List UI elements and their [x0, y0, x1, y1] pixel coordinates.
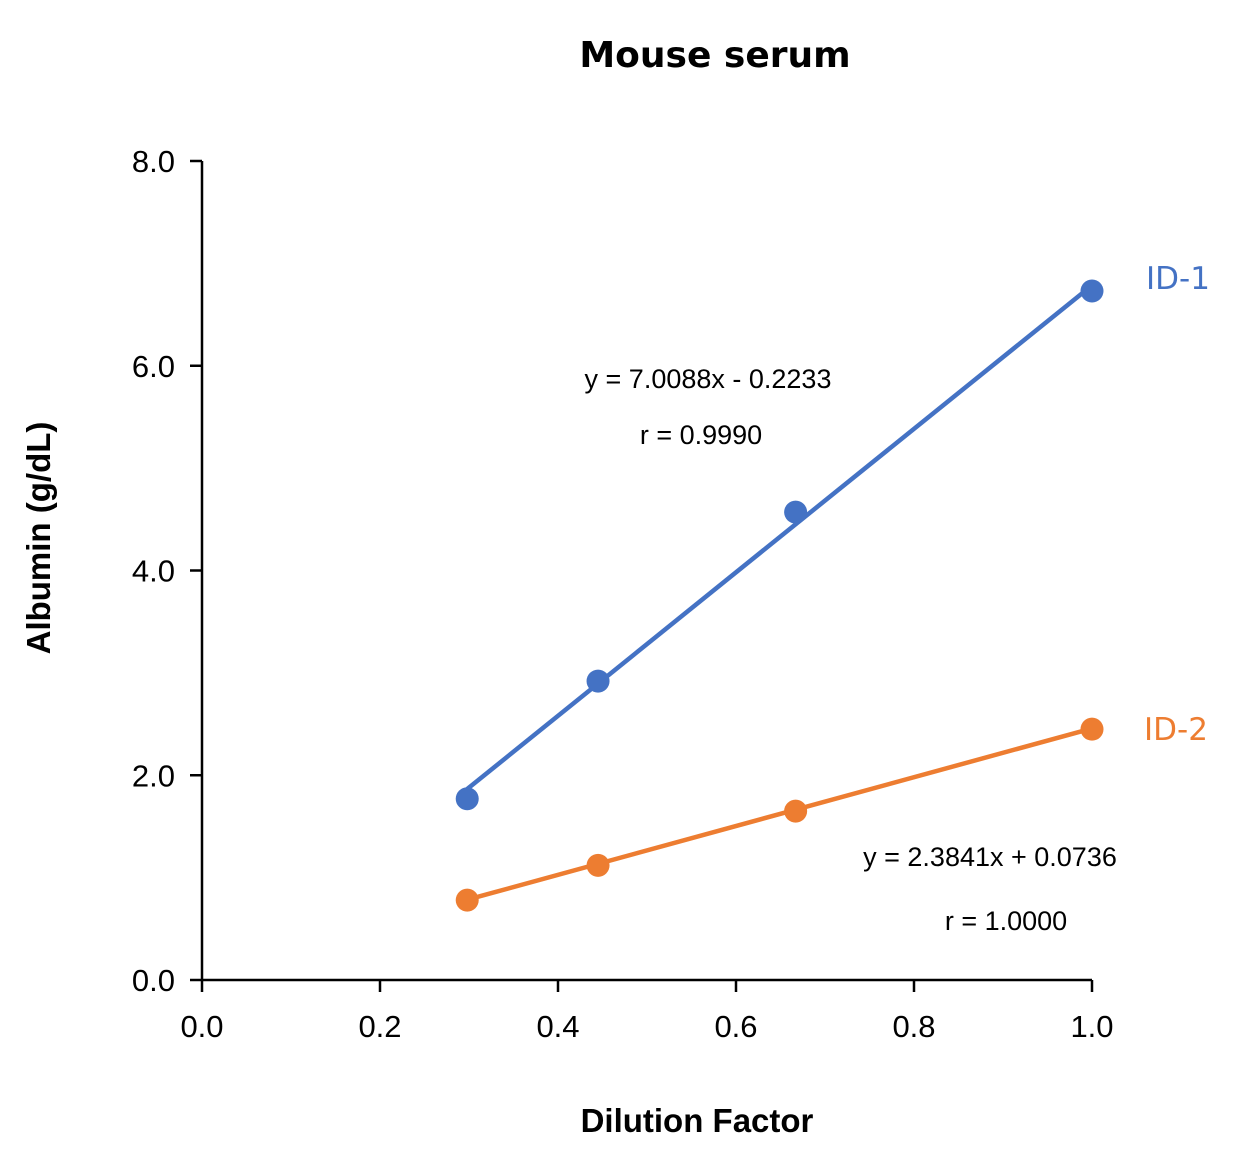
series-id-1 [455, 279, 1104, 811]
x-tick-label: 0.6 [714, 1009, 757, 1044]
y-tick-label: 2.0 [132, 758, 175, 793]
x-tick-label: 0.0 [180, 1009, 223, 1044]
data-point [586, 669, 610, 693]
y-tick-label: 4.0 [132, 554, 175, 589]
x-tick-label: 0.4 [536, 1009, 579, 1044]
data-point [784, 500, 808, 524]
equation-id2: y = 2.3841x + 0.0736 [863, 842, 1117, 872]
chart-title: Mouse serum [579, 35, 850, 76]
y-axis-label: Albumin (g/dL) [20, 422, 57, 655]
series-label-id2: ID-2 [1144, 712, 1208, 748]
data-point [586, 853, 610, 877]
trendline-id-1 [465, 283, 1094, 791]
trendline-id-2 [466, 726, 1093, 902]
series-layer [455, 279, 1104, 912]
series-label-id1: ID-1 [1146, 261, 1210, 297]
y-tick-label: 8.0 [132, 144, 175, 179]
x-tick-label: 1.0 [1070, 1009, 1113, 1044]
y-tick-label: 6.0 [132, 349, 175, 384]
data-point [455, 787, 479, 811]
y-tick-label: 0.0 [132, 963, 175, 998]
x-tick-label: 0.8 [892, 1009, 935, 1044]
series-id-2 [455, 717, 1104, 912]
y-axis-ticks: 0.0 2.0 4.0 6.0 8.0 [132, 144, 202, 998]
equation-id1: y = 7.0088x - 0.2233 [585, 364, 832, 394]
data-point [1080, 717, 1104, 741]
x-axis-label: Dilution Factor [581, 1102, 814, 1139]
r-value-id1: r = 0.9990 [640, 420, 762, 450]
r-value-id2: r = 1.0000 [945, 906, 1067, 936]
x-tick-label: 0.2 [358, 1009, 401, 1044]
x-axis-ticks: 0.0 0.2 0.4 0.6 0.8 1.0 [180, 980, 1114, 1044]
data-point [784, 799, 808, 823]
data-point [455, 888, 479, 912]
data-point [1080, 279, 1104, 303]
